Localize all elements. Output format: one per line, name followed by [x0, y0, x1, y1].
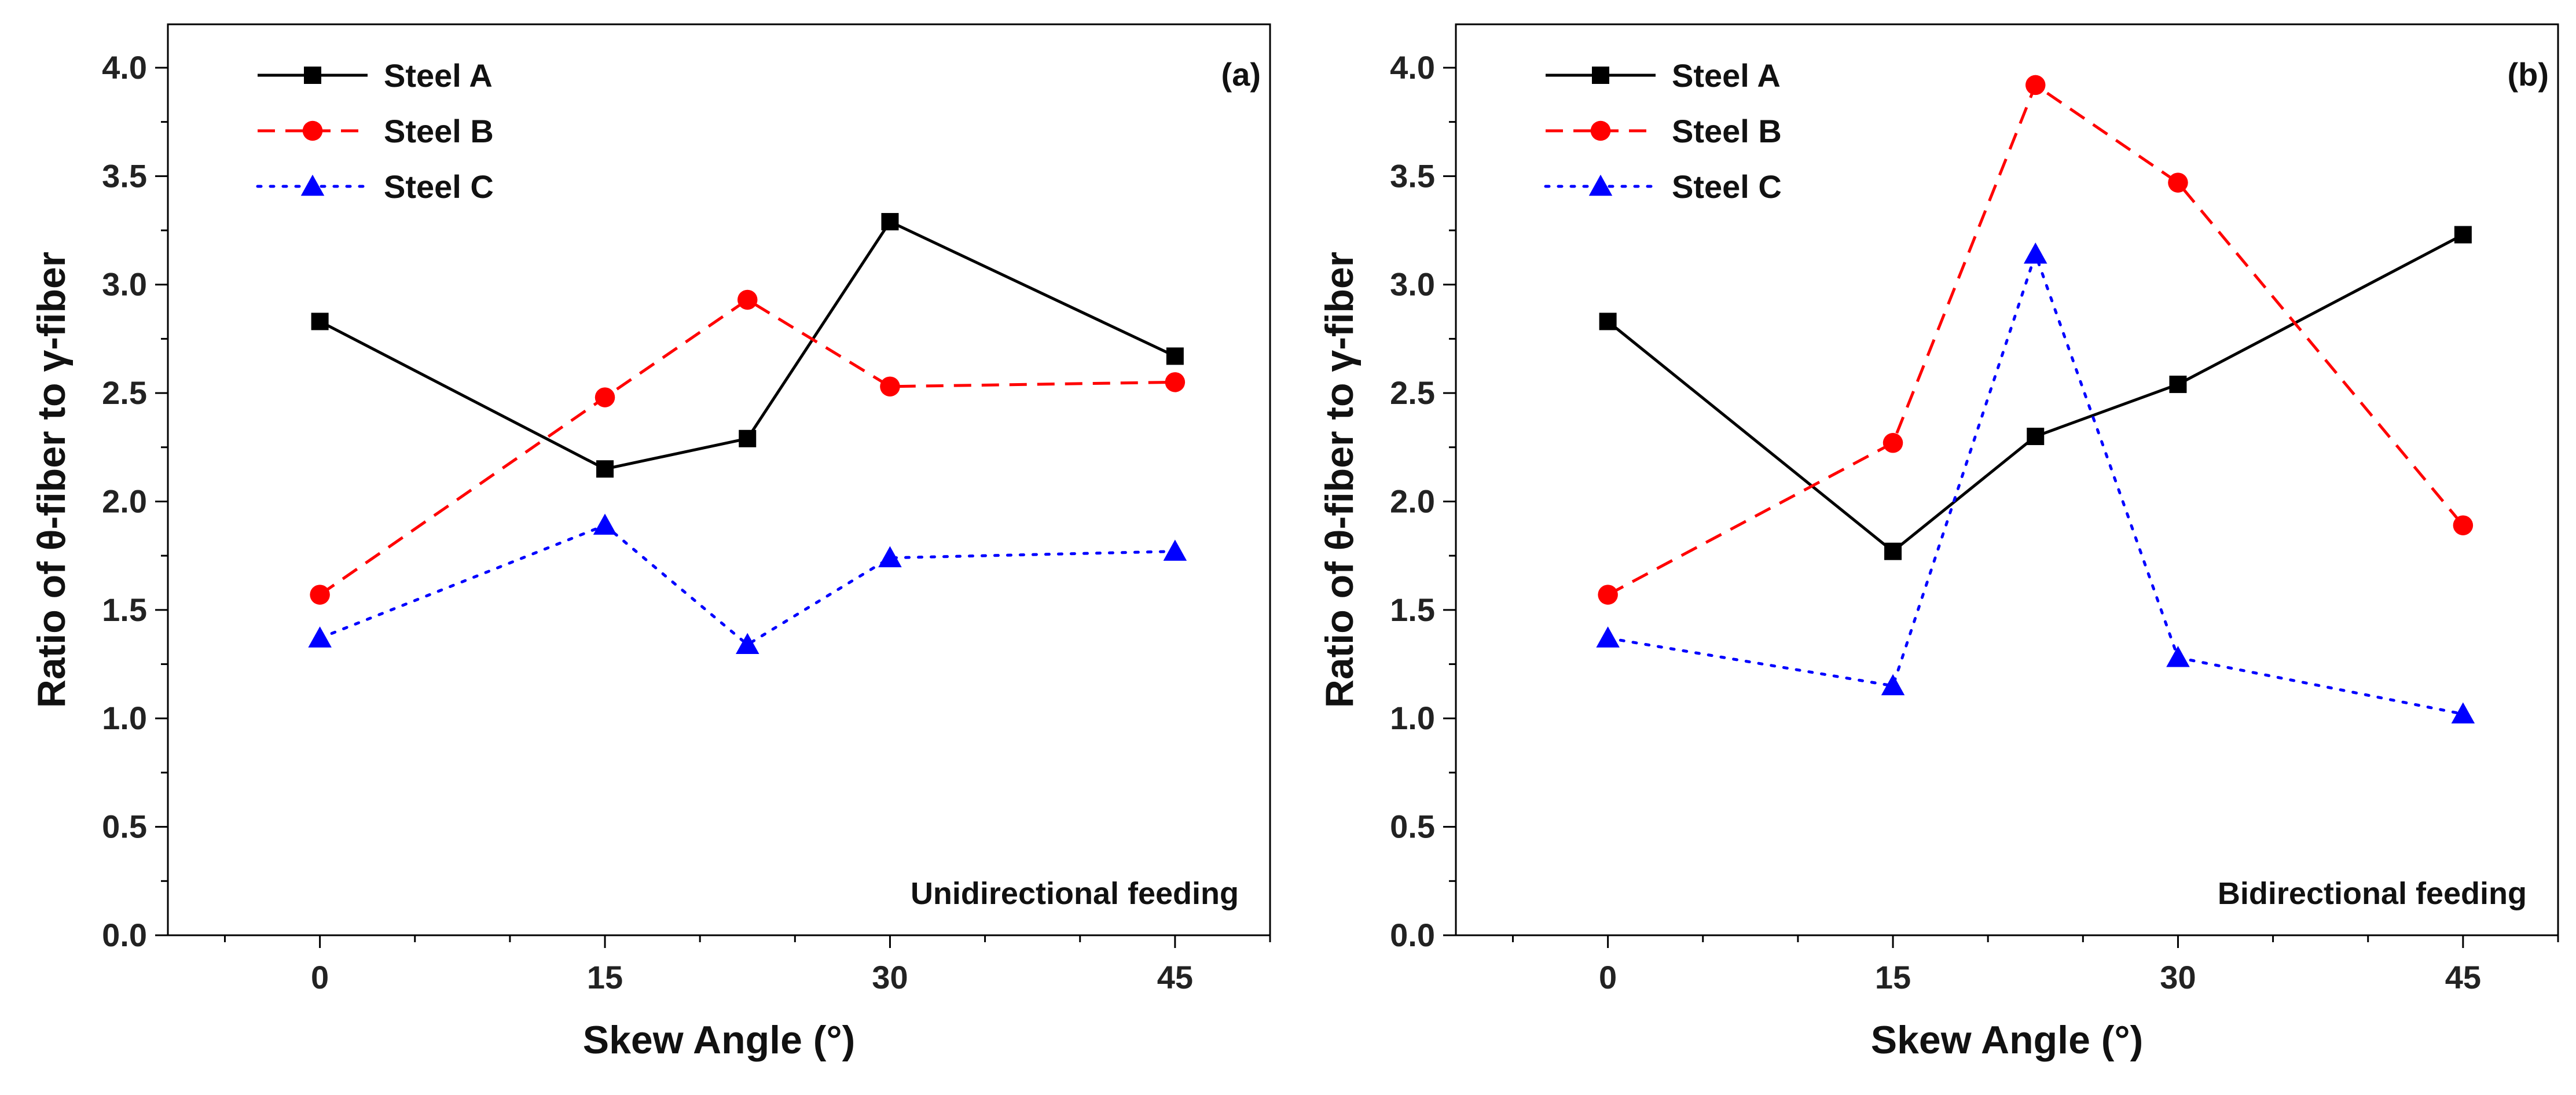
panel-a-steel-b-point: [737, 289, 758, 310]
panel-b-y-tick-label: 3.5: [1390, 157, 1435, 194]
legend-steel-a-marker: [1592, 67, 1609, 84]
panel-b-x-tick-label: 30: [2160, 959, 2196, 995]
panel-a-steel-a-point: [739, 429, 757, 447]
panel-b-steel-b-point: [2025, 75, 2046, 95]
panel-a-label: (a): [1221, 56, 1261, 93]
panel-a-steel-a-point: [1166, 347, 1184, 365]
panel-a-annotation: Unidirectional feeding: [911, 876, 1239, 911]
panel-a-steel-c-point: [878, 546, 902, 568]
panel-a-y-tick-label: 3.5: [102, 157, 147, 194]
panel-a-steel-c-point: [735, 633, 759, 655]
panel-a-y-tick-label: 2.0: [102, 483, 147, 519]
panel-b-y-tick-label: 2.0: [1390, 483, 1435, 519]
panel-b-steel-b-point: [2453, 515, 2474, 535]
panel-a-steel-a-point: [311, 313, 329, 330]
panel-b: 0.0 0.5 1.0 1.5 2.0 2.5 3.0 3.5 4.0 0 15 30 45 Stee…: [1318, 23, 2559, 1062]
panel-a: 0.0 0.5 1.0 1.5 2.0 2.5 3.0 3.5 4.0 0 15 30 45 Stee…: [30, 23, 1271, 1062]
panel-b-y-tick-label: 1.5: [1390, 591, 1435, 628]
panel-a-y-tick-label: 0.0: [102, 917, 147, 953]
legend-steel-a-marker: [304, 67, 321, 84]
panel-b-x-tick-label: 45: [2445, 959, 2481, 995]
panel-b-y-tick-label: 4.0: [1390, 49, 1435, 86]
panel-a-steel-a-point: [596, 460, 614, 478]
panel-b-steel-b-point: [1598, 585, 1618, 605]
panel-b-y-tick-label: 0.5: [1390, 809, 1435, 845]
legend-steel-b-marker: [302, 120, 323, 141]
legend-steel-c-marker: [300, 174, 325, 196]
panel-b-x-tick-label: 0: [1599, 959, 1617, 995]
panel-b-steel-a-point: [1599, 313, 1617, 330]
panel-a-steel-c-line: [318, 524, 1177, 646]
panel-a-y-axis-title: Ratio of θ-fiber to γ-fiber: [30, 252, 74, 708]
legend-steel-a-label: Steel A: [384, 57, 493, 94]
legend-steel-b-label: Steel B: [1672, 113, 1782, 149]
legend-steel-b-label: Steel B: [384, 113, 494, 149]
panel-a-y-tick-label: 1.0: [102, 700, 147, 736]
panel-b-steel-c-point: [1596, 626, 1620, 648]
panel-a-y-ticks: 0.0 0.5 1.0 1.5 2.0 2.5 3.0 3.5 4.0: [102, 49, 1271, 953]
panel-b-steel-c-point: [2451, 702, 2475, 723]
panel-a-y-tick-label: 2.5: [102, 374, 147, 411]
legend-steel-c-label: Steel C: [384, 168, 494, 205]
panel-a-frame: [167, 23, 1271, 936]
panel-b-y-tick-label: 2.5: [1390, 374, 1435, 411]
panel-a-x-tick-label: 0: [311, 959, 329, 995]
legend-steel-c-label: Steel C: [1672, 168, 1782, 205]
panel-a-y-tick-label: 4.0: [102, 49, 147, 86]
panel-b-x-tick-label: 15: [1875, 959, 1911, 995]
panel-b-steel-b-line: [1607, 83, 2464, 596]
legend-steel-c-marker: [1588, 174, 1613, 196]
panel-b-steel-c-point: [2023, 242, 2047, 264]
panel-b-steel-c-line: [1606, 252, 2465, 716]
panel-b-steel-a-point: [2454, 226, 2472, 244]
panel-a-steel-c-point: [593, 513, 617, 535]
panel-b-label: (b): [2507, 56, 2549, 93]
panel-a-steel-b-point: [880, 376, 900, 397]
panel-a-steel-b-point: [1165, 372, 1186, 392]
panel-a-steel-c-point: [1163, 539, 1187, 561]
legend-steel-b-marker: [1590, 120, 1611, 141]
panel-a-x-ticks: 0 15 30 45: [223, 935, 1271, 995]
panel-a-steel-a-point: [881, 213, 899, 231]
panel-a-legend: Steel A Steel B Steel C: [256, 57, 494, 205]
panel-b-steel-a-line: [1607, 233, 2464, 553]
panel-b-legend: Steel A Steel B Steel C: [1544, 57, 1782, 205]
panel-b-y-tick-label: 1.0: [1390, 700, 1435, 736]
panel-a-x-tick-label: 30: [872, 959, 908, 995]
panel-b-steel-b-point: [2168, 172, 2188, 193]
legend-steel-a-label: Steel A: [1672, 57, 1781, 94]
panel-b-frame: [1455, 23, 2559, 936]
panel-b-steel-c-point: [2166, 646, 2190, 667]
panel-b-y-tick-label: 0.0: [1390, 917, 1435, 953]
panel-a-series: [308, 213, 1187, 655]
panel-b-steel-c-point: [1881, 674, 1905, 696]
panel-a-steel-c-point: [308, 626, 332, 648]
panel-b-x-axis-title: Skew Angle (°): [1871, 1018, 2144, 1062]
panel-b-steel-a-point: [2169, 376, 2187, 394]
panel-b-x-ticks: 0 15 30 45: [1511, 935, 2559, 995]
panel-b-series: [1596, 75, 2475, 723]
panel-b-steel-a-point: [1884, 542, 1902, 560]
panel-a-steel-b-point: [310, 585, 330, 605]
panel-b-y-ticks: 0.0 0.5 1.0 1.5 2.0 2.5 3.0 3.5 4.0: [1390, 49, 2559, 953]
panel-a-steel-b-line: [319, 298, 1175, 596]
panel-a-y-tick-label: 1.5: [102, 591, 147, 628]
panel-a-x-tick-label: 15: [587, 959, 623, 995]
panel-b-steel-a-point: [2027, 428, 2045, 446]
panel-a-steel-b-point: [595, 387, 615, 407]
panel-b-y-tick-label: 3.0: [1390, 266, 1435, 303]
panel-a-x-axis-title: Skew Angle (°): [583, 1018, 856, 1062]
panel-a-y-tick-label: 3.0: [102, 266, 147, 303]
panel-b-annotation: Bidirectional feeding: [2218, 876, 2527, 911]
panel-a-y-tick-label: 0.5: [102, 809, 147, 845]
panel-b-y-axis-title: Ratio of θ-fiber to γ-fiber: [1318, 252, 1362, 708]
panel-a-x-tick-label: 45: [1157, 959, 1193, 995]
panel-b-steel-b-point: [1883, 433, 1903, 453]
